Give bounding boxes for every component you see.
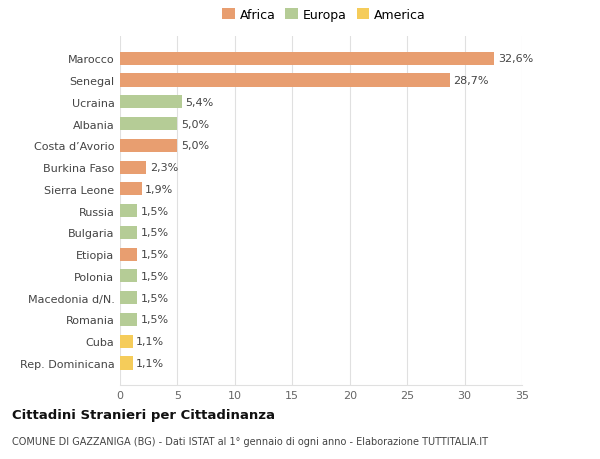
Text: 5,4%: 5,4% [185, 98, 214, 107]
Bar [120, 248, 137, 261]
Text: Cittadini Stranieri per Cittadinanza: Cittadini Stranieri per Cittadinanza [12, 409, 275, 421]
Text: 1,5%: 1,5% [140, 250, 169, 260]
Text: 1,1%: 1,1% [136, 336, 164, 347]
Text: COMUNE DI GAZZANIGA (BG) - Dati ISTAT al 1° gennaio di ogni anno - Elaborazione : COMUNE DI GAZZANIGA (BG) - Dati ISTAT al… [12, 436, 488, 446]
Bar [120, 226, 137, 240]
Text: 2,3%: 2,3% [150, 162, 178, 173]
Bar [120, 335, 133, 348]
Bar [120, 118, 178, 131]
Bar [120, 161, 146, 174]
Text: 28,7%: 28,7% [453, 76, 488, 86]
Bar [120, 74, 449, 87]
Bar [120, 205, 137, 218]
Bar [120, 183, 142, 196]
Text: 5,0%: 5,0% [181, 119, 209, 129]
Bar [120, 313, 137, 326]
Text: 5,0%: 5,0% [181, 141, 209, 151]
Bar [120, 357, 133, 369]
Text: 1,5%: 1,5% [140, 206, 169, 216]
Text: 1,1%: 1,1% [136, 358, 164, 368]
Bar [120, 53, 494, 66]
Bar [120, 140, 178, 152]
Bar [120, 96, 182, 109]
Text: 32,6%: 32,6% [498, 54, 533, 64]
Legend: Africa, Europa, America: Africa, Europa, America [220, 6, 428, 24]
Text: 1,5%: 1,5% [140, 315, 169, 325]
Bar [120, 270, 137, 283]
Text: 1,5%: 1,5% [140, 293, 169, 303]
Text: 1,5%: 1,5% [140, 228, 169, 238]
Text: 1,9%: 1,9% [145, 185, 173, 195]
Text: 1,5%: 1,5% [140, 271, 169, 281]
Bar [120, 291, 137, 304]
